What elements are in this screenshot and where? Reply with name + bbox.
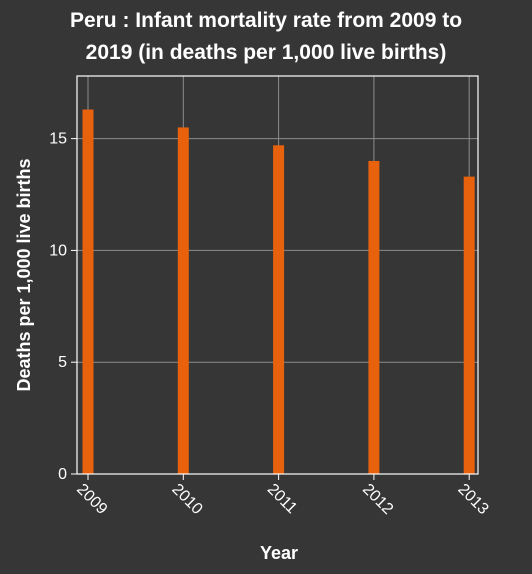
x-tick-label: 2011 xyxy=(264,481,300,517)
x-tick-label: 2009 xyxy=(73,481,110,518)
bar-2013 xyxy=(463,176,475,474)
y-axis-label: Deaths per 1,000 live births xyxy=(14,158,34,391)
y-tick-label: 10 xyxy=(49,242,67,259)
bar-2012 xyxy=(368,160,380,474)
bar-2011 xyxy=(273,145,285,474)
x-tick-label: 2010 xyxy=(168,481,205,518)
x-tick-label: 2012 xyxy=(359,481,396,518)
y-tick-label: 0 xyxy=(58,466,67,483)
chart-title-line-1: Peru : Infant mortality rate from 2009 t… xyxy=(70,9,462,32)
x-tick-label: 2013 xyxy=(454,481,491,518)
x-axis-label: Year xyxy=(260,543,298,563)
chart-title-line-2: 2019 (in deaths per 1,000 live births) xyxy=(86,41,447,64)
bar-2010 xyxy=(177,127,189,474)
y-axis-ticks: 0 5 10 15 xyxy=(49,131,77,483)
y-tick-label: 5 xyxy=(58,354,67,371)
bars xyxy=(82,109,475,474)
bar-2009 xyxy=(82,109,94,474)
y-tick-label: 15 xyxy=(49,131,67,148)
plot-frame xyxy=(76,75,479,475)
x-axis-ticks: 2009 2010 2011 2012 2013 xyxy=(73,474,492,518)
